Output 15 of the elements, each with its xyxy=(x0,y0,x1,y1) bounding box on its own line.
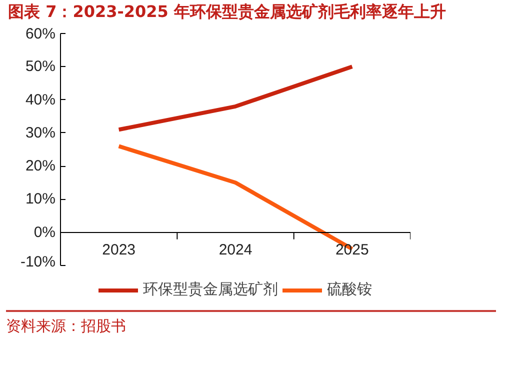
y-tick-label: 60% xyxy=(25,25,56,42)
y-tick-label: 20% xyxy=(25,157,56,174)
y-tick-label: 30% xyxy=(25,124,56,142)
chart-title: 图表 7：2023-2025 年环保型贵金属选矿剂毛利率逐年上升 xyxy=(8,2,446,23)
text: 资料来源：招股书 xyxy=(6,316,126,337)
y-tick-label: -10% xyxy=(20,253,56,270)
legend-label: 硫酸铵 xyxy=(327,280,372,300)
legend-label: 环保型贵金属选矿剂 xyxy=(143,280,278,300)
y-tick-label: 40% xyxy=(25,91,56,108)
y-tick-label: 0% xyxy=(34,224,56,241)
x-tick-label: 2024 xyxy=(218,241,252,258)
y-tick-label: 10% xyxy=(25,190,56,208)
x-tick-label: 2025 xyxy=(335,241,369,258)
y-tick-label: 50% xyxy=(25,58,56,75)
x-tick-label: 2023 xyxy=(102,241,136,258)
